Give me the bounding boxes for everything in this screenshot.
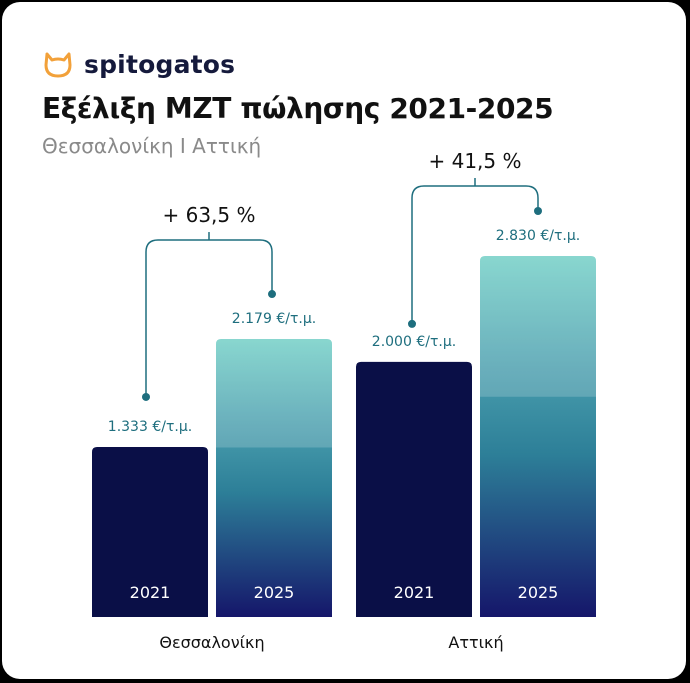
bar-value-label: 1.333 €/τ.μ. (108, 419, 192, 435)
bar-highlight (480, 256, 596, 397)
group-label: Αττική (448, 633, 503, 652)
bar-2021 (356, 361, 472, 617)
change-bracket (145, 239, 273, 397)
bar-year-label: 2025 (254, 583, 295, 602)
change-percent-label: + 63,5 % (162, 203, 255, 227)
chart-subtitle: Θεσσαλονίκη Ι Αττική (42, 134, 262, 158)
change-percent-label: + 41,5 % (428, 149, 521, 173)
bracket-dot (534, 207, 542, 215)
bracket-dot (408, 319, 416, 328)
bar-year-label: 2025 (518, 583, 559, 602)
bars-layer: 2021 1.333 €/τ.μ. 2025 2.179 €/τ.μ. + 63,5 %… (92, 149, 596, 652)
bracket-dot (142, 392, 150, 401)
bar-year-label: 2021 (130, 583, 171, 602)
bar-highlight (216, 339, 332, 448)
cat-head-icon (44, 52, 72, 77)
bar-2025 (480, 256, 596, 617)
brand-logo: spitogatos (42, 50, 235, 79)
bar-year-label: 2021 (394, 583, 435, 602)
bar-2025 (216, 339, 332, 617)
bar-value-label: 2.179 €/τ.μ. (232, 311, 316, 327)
group-label: Θεσσαλονίκη (159, 633, 264, 652)
chart-title: Εξέλιξη ΜΖΤ πώλησης 2021-2025 (42, 92, 554, 125)
bracket-dot (268, 290, 276, 299)
bar-value-label: 2.830 €/τ.μ. (496, 228, 580, 244)
bar-value-label: 2.000 €/τ.μ. (372, 334, 456, 350)
brand-name: spitogatos (84, 50, 236, 79)
bar-2021 (92, 446, 208, 617)
